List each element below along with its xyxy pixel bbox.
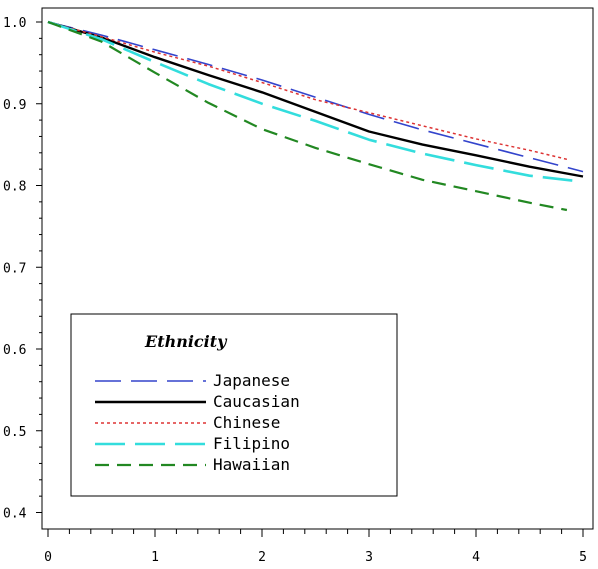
series-line-hawaiian [47, 20, 568, 212]
series-line-caucasian [47, 20, 584, 178]
y-tick-label: 0.5 [3, 425, 26, 440]
x-tick-label: 5 [579, 550, 587, 565]
legend: Ethnicity Japanese Caucasian Chinese Filipi… [70, 313, 398, 497]
legend-label-chinese: Chinese [213, 413, 280, 432]
y-tick-label: 0.6 [3, 343, 26, 358]
y-tick-label: 0.8 [3, 180, 26, 195]
plot-frame [41, 7, 594, 530]
series-layer [47, 20, 584, 212]
axis-ticks: 0 1 2 3 4 5 0.4 0.5 0.6 0.7 0.8 0.9 1.0 [3, 16, 587, 565]
x-tick-label: 3 [365, 550, 373, 565]
legend-label-caucasian: Caucasian [213, 392, 300, 411]
y-tick-label: 0.9 [3, 98, 26, 113]
series-line-filipino [47, 20, 573, 182]
legend-entries: Japanese Caucasian Chinese Filipino Hawaiian [95, 371, 300, 474]
y-tick-label: 1.0 [3, 16, 26, 31]
x-tick-label: 0 [44, 550, 52, 565]
x-tick-label: 1 [151, 550, 159, 565]
legend-label-hawaiian: Hawaiian [213, 455, 290, 474]
series-line-japanese [47, 21, 584, 173]
series-line-chinese [47, 21, 568, 161]
x-tick-label: 2 [258, 550, 266, 565]
legend-label-filipino: Filipino [213, 434, 290, 453]
legend-label-japanese: Japanese [213, 371, 290, 390]
legend-title: Ethnicity [144, 332, 228, 351]
y-tick-label: 0.7 [3, 261, 26, 276]
x-tick-label: 4 [472, 550, 480, 565]
y-tick-label: 0.4 [3, 507, 27, 522]
